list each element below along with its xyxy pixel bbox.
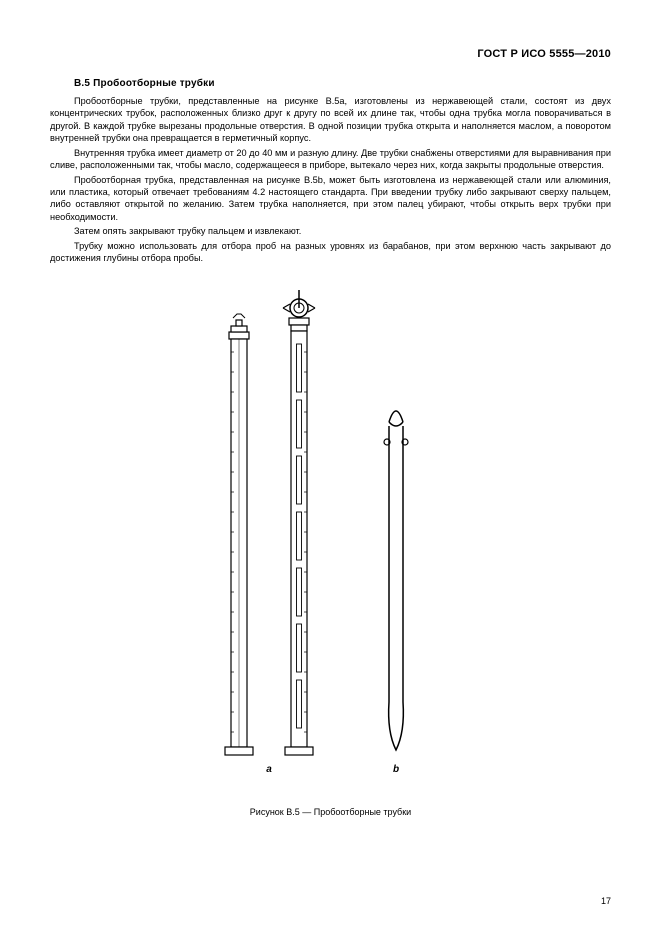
paragraph-1: Пробоотборные трубки, представленные на … bbox=[50, 95, 611, 145]
document-header: ГОСТ Р ИСО 5555—2010 bbox=[50, 48, 611, 60]
figure-b5: a b Рисунок В.5 — Пробоотборные трубки bbox=[50, 282, 611, 817]
page-number: 17 bbox=[601, 896, 611, 906]
section-title: В.5 Пробоотборные трубки bbox=[50, 78, 611, 89]
tube-b bbox=[384, 411, 408, 750]
figure-caption: Рисунок В.5 — Пробоотборные трубки bbox=[50, 807, 611, 817]
tube-a-right bbox=[283, 290, 315, 755]
paragraph-4: Затем опять закрывают трубку пальцем и и… bbox=[50, 225, 611, 237]
paragraph-3: Пробоотборная трубка, представленная на … bbox=[50, 174, 611, 224]
paragraph-2: Внутренняя трубка имеет диаметр от 20 до… bbox=[50, 147, 611, 172]
figure-label-b: b bbox=[392, 764, 398, 775]
tube-a-left bbox=[225, 314, 253, 755]
paragraph-5: Трубку можно использовать для отбора про… bbox=[50, 240, 611, 265]
figure-label-a: a bbox=[266, 764, 272, 775]
sampling-tubes-diagram: a b bbox=[201, 282, 461, 792]
